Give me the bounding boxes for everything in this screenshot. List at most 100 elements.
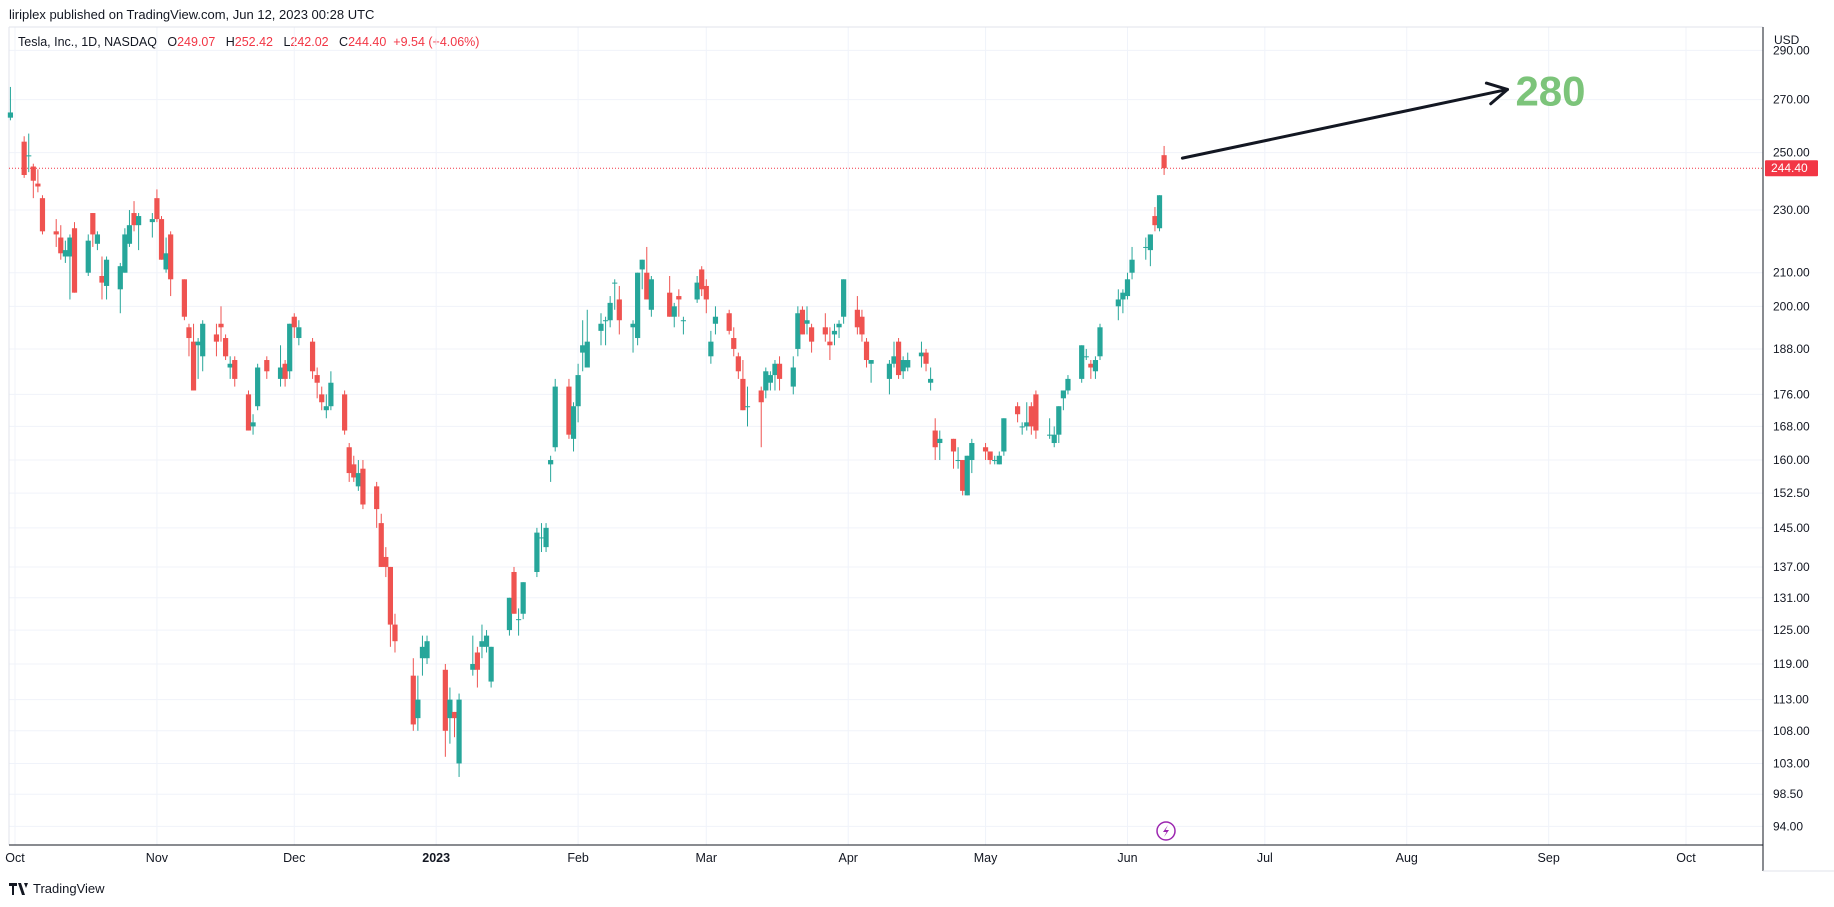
candle-body — [511, 571, 517, 614]
event-marker[interactable] — [1156, 821, 1176, 841]
candle-body — [90, 213, 96, 235]
symbol-label[interactable]: Tesla, Inc., 1D, NASDAQ — [18, 35, 157, 49]
candle-body — [181, 279, 187, 317]
candle — [255, 363, 261, 411]
candle-body — [580, 345, 586, 353]
candle — [323, 394, 329, 419]
candle-body — [447, 699, 453, 719]
candle-body — [277, 367, 284, 379]
candle-body — [424, 641, 430, 659]
candle-body — [149, 219, 155, 223]
arrow-head — [1484, 81, 1509, 106]
candle-body — [291, 316, 297, 328]
candle — [506, 597, 513, 636]
candle — [227, 356, 233, 379]
candle — [740, 360, 746, 411]
candle-body — [960, 460, 966, 491]
tradingview-logo-text: TradingView — [33, 881, 105, 896]
candle-body — [1092, 360, 1099, 372]
candle — [1129, 246, 1135, 280]
candle-body — [200, 323, 206, 357]
candle — [1056, 406, 1062, 444]
candle — [1124, 272, 1131, 300]
candle-body — [392, 624, 398, 642]
y-tick-label: 270.00 — [1773, 93, 1810, 107]
candle — [602, 316, 609, 346]
candle — [309, 338, 316, 379]
candle-body — [836, 323, 842, 328]
x-tick-label: Dec — [283, 851, 305, 865]
candle-body — [7, 112, 14, 118]
candle — [39, 195, 46, 235]
candle-body — [456, 699, 462, 764]
candle-body — [1001, 418, 1007, 452]
candle-body — [616, 299, 622, 321]
candle — [360, 460, 366, 510]
candle — [1065, 375, 1071, 395]
tradingview-logo[interactable]: TradingView — [9, 881, 105, 896]
y-tick-label: 131.00 — [1773, 591, 1810, 605]
y-tick-label: 119.00 — [1773, 657, 1809, 671]
candle — [1015, 402, 1021, 423]
candle — [1060, 390, 1066, 411]
candle — [154, 189, 160, 223]
candle — [644, 246, 650, 300]
candle-body — [383, 556, 389, 567]
candle — [291, 313, 297, 339]
candle-body — [767, 375, 773, 383]
candle — [520, 582, 526, 620]
candle-body — [703, 285, 709, 300]
candle — [387, 566, 394, 647]
candle — [35, 169, 41, 193]
candle-body — [1152, 216, 1158, 226]
candle-body — [410, 675, 416, 725]
candle-body — [415, 699, 421, 719]
candle-body — [218, 323, 224, 328]
candle-body — [296, 327, 302, 339]
arrow-shaft — [1180, 87, 1509, 160]
candle-body — [374, 486, 380, 510]
candle-body — [607, 302, 613, 321]
x-tick-label: Apr — [838, 851, 857, 865]
candle — [99, 256, 105, 300]
last-price-value: 244.40 — [1771, 161, 1808, 175]
candle — [827, 327, 833, 361]
candle — [548, 455, 554, 482]
candle-body — [250, 422, 256, 427]
candle-body — [154, 198, 160, 220]
candle-body — [570, 406, 577, 439]
y-tick-label: 200.00 — [1773, 299, 1810, 313]
candle — [891, 341, 897, 368]
candle — [598, 313, 604, 346]
y-tick-label: 250.00 — [1773, 146, 1810, 160]
candle — [392, 613, 398, 653]
candle-body — [163, 253, 169, 270]
y-tick-label: 168.00 — [1773, 419, 1810, 433]
trend-arrow[interactable] — [1180, 81, 1509, 160]
candle — [932, 418, 938, 461]
candle-body — [213, 334, 220, 342]
candle-body — [1129, 259, 1135, 273]
candle — [772, 360, 778, 391]
candle — [804, 306, 810, 335]
candle — [1143, 237, 1149, 260]
target-price-annotation[interactable]: 280 — [1515, 67, 1585, 114]
candle-body — [351, 464, 357, 478]
candle — [94, 231, 101, 251]
open-label: O — [167, 35, 178, 49]
candle — [699, 266, 705, 297]
candle — [62, 240, 68, 263]
candle-body — [758, 390, 764, 403]
x-tick-label: 2023 — [422, 851, 450, 865]
candle — [928, 367, 934, 391]
candle-body — [772, 363, 778, 376]
candle-body — [1097, 327, 1103, 357]
candle — [200, 320, 206, 372]
last-price-badge: 244.40 — [1765, 160, 1818, 177]
candle — [58, 225, 64, 260]
candle — [612, 279, 618, 310]
candle-body — [387, 566, 394, 625]
candle-body — [987, 451, 993, 461]
candle-body — [744, 406, 751, 408]
